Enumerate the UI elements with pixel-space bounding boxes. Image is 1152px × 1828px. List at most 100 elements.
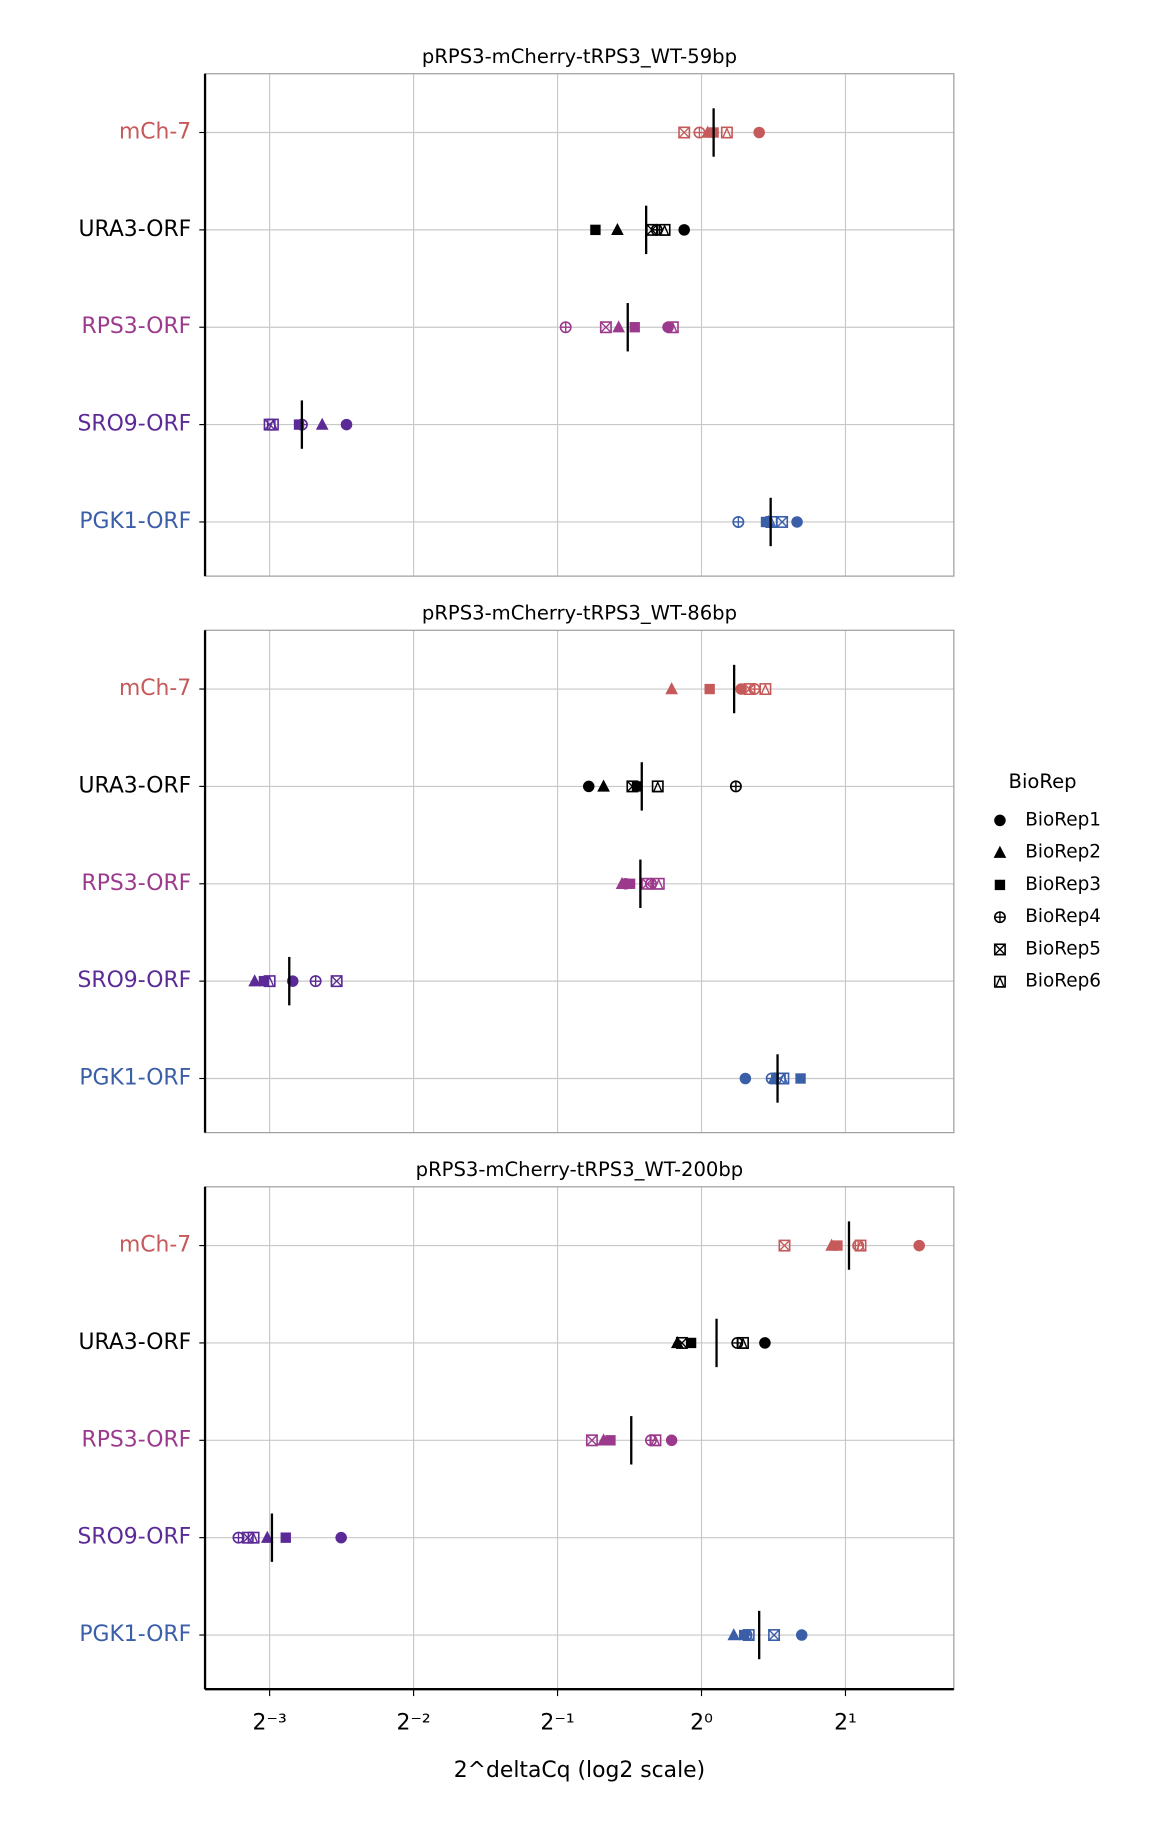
marker-shape	[611, 222, 624, 236]
marker-shape	[776, 516, 788, 528]
x-axis-label: 2^deltaCq (log2 scale)	[454, 1758, 705, 1783]
marker-shape	[667, 321, 678, 334]
marker	[913, 1239, 925, 1252]
marker-shape	[685, 1337, 697, 1349]
category-label: URA3-ORF	[79, 1330, 192, 1355]
marker-shape	[694, 127, 705, 138]
marker-shape	[678, 126, 690, 139]
marker	[666, 321, 679, 334]
marker-shape	[582, 780, 595, 793]
marker-shape	[641, 877, 654, 890]
marker-shape	[704, 683, 715, 695]
marker	[685, 1337, 697, 1349]
marker	[994, 814, 1006, 827]
legend-label: BioRep5	[1025, 938, 1101, 959]
x-tick-label: 2⁻¹	[540, 1711, 574, 1736]
marker-shape	[599, 321, 612, 334]
marker	[248, 974, 261, 987]
marker	[753, 126, 765, 139]
marker	[340, 418, 353, 431]
marker	[658, 223, 671, 236]
marker	[759, 1337, 771, 1349]
category-label: RPS3-ORF	[82, 871, 192, 896]
marker	[315, 417, 329, 430]
marker-shape	[665, 682, 678, 695]
plot-frame	[204, 73, 955, 577]
category-label: mCh-7	[119, 676, 191, 701]
x-tick-label: 2⁻²	[396, 1711, 430, 1736]
marker-shape	[310, 975, 321, 987]
marker	[854, 1239, 867, 1252]
marker	[263, 975, 276, 988]
marker	[993, 845, 1007, 858]
marker-shape	[768, 1629, 781, 1642]
marker	[599, 321, 612, 334]
marker-shape	[624, 878, 636, 889]
marker-shape	[778, 1239, 791, 1252]
marker	[743, 683, 756, 696]
marker-shape	[753, 126, 765, 139]
marker-shape	[721, 126, 732, 139]
x-tick-label: 2⁻³	[253, 1711, 287, 1736]
legend-label: BioRep6	[1025, 971, 1101, 992]
marker-shape	[759, 1337, 771, 1349]
marker-shape	[260, 1530, 274, 1543]
marker-shape	[994, 814, 1006, 827]
category-label: RPS3-ORF	[82, 1427, 192, 1452]
marker-shape	[315, 417, 329, 430]
marker	[704, 683, 715, 695]
marker	[737, 1336, 749, 1349]
plot-frame	[204, 629, 955, 1134]
marker-shape	[267, 418, 279, 431]
marker-shape	[727, 1628, 741, 1641]
marker-shape	[676, 1337, 688, 1349]
marker	[624, 878, 636, 889]
marker	[611, 222, 624, 236]
marker-shape	[659, 224, 670, 236]
marker	[832, 1240, 843, 1251]
marker	[791, 516, 803, 528]
marker-shape	[913, 1239, 925, 1252]
marker-shape	[626, 780, 639, 793]
marker-shape	[641, 878, 653, 890]
marker-shape	[652, 780, 663, 793]
legend-label: BioRep3	[1025, 874, 1101, 895]
marker-shape	[560, 322, 571, 333]
marker-shape	[678, 224, 690, 236]
marker-shape	[678, 126, 691, 139]
marker-shape	[739, 1072, 752, 1085]
marker-shape	[665, 1434, 678, 1447]
category-label: URA3-ORF	[79, 217, 192, 242]
panel-title: pRPS3-mCherry-tRPS3_WT-86bp	[422, 602, 737, 625]
marker-shape	[330, 975, 343, 988]
marker	[590, 224, 601, 236]
marker-shape	[248, 1531, 259, 1544]
marker-shape	[597, 779, 610, 792]
marker	[720, 126, 733, 139]
marker-shape	[994, 975, 1006, 988]
marker-shape	[993, 845, 1007, 858]
marker	[612, 320, 625, 333]
marker	[260, 1530, 274, 1543]
marker	[309, 975, 322, 988]
category-label: PGK1-ORF	[79, 1065, 191, 1090]
marker	[675, 1336, 688, 1349]
marker-shape	[590, 224, 601, 236]
marker-shape	[675, 1336, 688, 1349]
marker	[605, 1435, 616, 1446]
marker-shape	[733, 516, 744, 528]
marker	[993, 943, 1006, 956]
marker-shape	[743, 683, 756, 695]
marker	[641, 877, 654, 890]
marker-shape	[646, 224, 658, 236]
legend-label: BioRep1	[1025, 809, 1101, 830]
category-label: SRO9-ORF	[78, 1525, 192, 1550]
marker	[678, 224, 690, 236]
category-label: SRO9-ORF	[78, 412, 192, 437]
marker	[768, 1629, 781, 1642]
category-label: URA3-ORF	[79, 773, 192, 798]
marker-shape	[264, 975, 275, 988]
x-tick-label: 2¹	[834, 1711, 857, 1736]
marker	[693, 126, 706, 139]
legend-title: BioRep	[1009, 770, 1077, 793]
